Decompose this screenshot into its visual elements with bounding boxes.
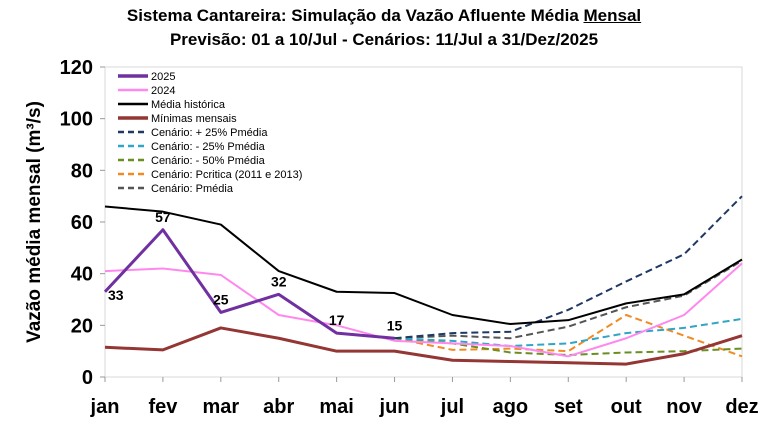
y-tick-label: 40 (71, 264, 93, 286)
legend-label: Cenário: Pcritica (2011 e 2013) (151, 169, 302, 181)
legend-label: 2024 (151, 85, 175, 97)
title-text: Sistema Cantareira: Simulação da Vazão A… (126, 6, 584, 25)
x-tick-label: mai (319, 396, 353, 418)
legend-label: Cenário: - 25% Pmédia (151, 141, 266, 153)
series-line-2024 (104, 262, 743, 358)
x-tick-label: dez (725, 396, 758, 418)
series-line-cen-rio-pcritica-2011-e-2013- (394, 314, 743, 358)
legend-label: Cenário: - 50% Pmédia (151, 155, 266, 167)
series-line-m-dia-hist-rica (104, 205, 743, 326)
data-label: 25 (213, 291, 229, 307)
series-line-cen-rio-25-pm-dia (394, 195, 743, 340)
chart-title-line2: Previsão: 01 a 10/Jul - Cenários: 11/Jul… (169, 30, 599, 49)
series-line-m-nimas-mensais (104, 326, 743, 366)
data-label: 57 (155, 209, 171, 225)
legend-label: Mínimas mensais (151, 113, 237, 125)
x-tick-label: ago (493, 396, 529, 418)
legend-label: Média histórica (151, 99, 226, 111)
y-tick-label: 100 (60, 109, 93, 131)
legend-label: Cenário: Pmédia (151, 183, 234, 195)
data-label: 33 (108, 287, 124, 303)
y-tick-label: 60 (71, 212, 93, 234)
x-tick-label: jun (379, 396, 410, 418)
x-tick-label: nov (666, 396, 702, 418)
data-label: 17 (329, 312, 345, 328)
y-axis-label: Vazão média mensal (m³/s) (24, 101, 45, 343)
series-line-2025 (103, 228, 395, 340)
x-tick-label: out (611, 396, 642, 418)
y-tick-label: 0 (82, 367, 93, 389)
y-tick-label: 80 (71, 160, 93, 182)
legend-label: Cenário: + 25% Pmédia (151, 127, 268, 139)
x-tick-label: abr (263, 396, 294, 418)
chart-title-line1: Sistema Cantareira: Simulação da Vazão A… (0, 6, 768, 26)
x-tick-label: fev (148, 396, 178, 418)
series-line-cen-rio-25-pm-dia (394, 317, 743, 347)
y-tick-label: 20 (71, 315, 93, 337)
title-underlined: Mensal (583, 6, 642, 25)
data-label: 15 (387, 317, 403, 333)
x-tick-label: jan (90, 396, 120, 418)
x-tick-label: set (554, 396, 583, 418)
x-tick-label: jul (440, 396, 464, 418)
legend-label: 2025 (151, 71, 175, 83)
data-label: 32 (271, 273, 287, 289)
x-tick-label: mar (202, 396, 239, 418)
y-tick-label: 120 (60, 57, 93, 79)
